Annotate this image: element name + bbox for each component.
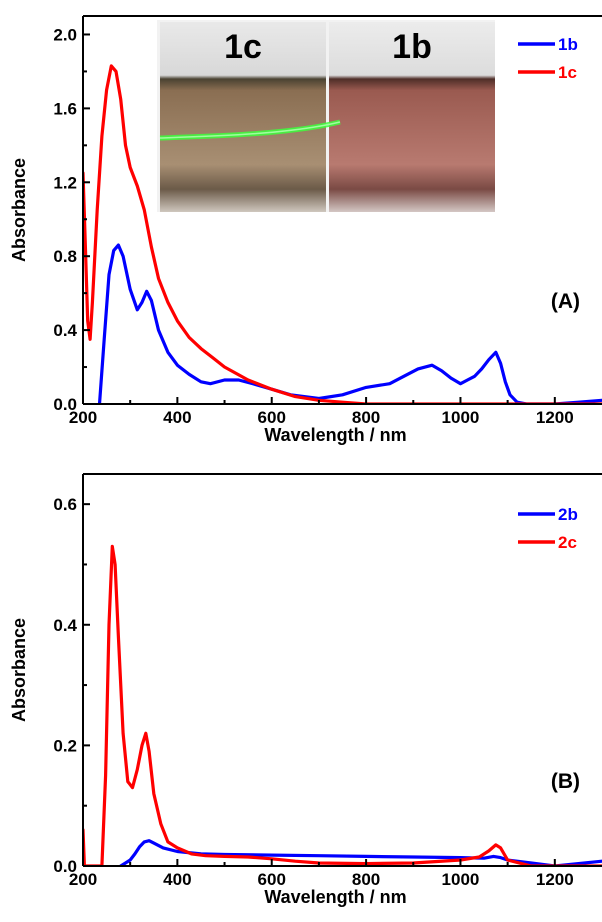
series-line-1b — [97, 243, 602, 404]
y-tick-label: 0.2 — [53, 736, 77, 755]
y-tick-label: 2.0 — [53, 25, 77, 44]
x-tick-label: 1200 — [536, 408, 574, 427]
y-tick-label: 0.6 — [53, 495, 77, 514]
series-line-1c — [83, 64, 602, 404]
x-axis-label: Wavelength / nm — [264, 887, 406, 907]
y-tick-label: 0.8 — [53, 247, 77, 266]
x-axis-label: Wavelength / nm — [264, 425, 406, 445]
y-axis-label: Absorbance — [9, 158, 29, 262]
x-tick-label: 600 — [258, 870, 286, 889]
x-tick-label: 600 — [258, 408, 286, 427]
x-tick-label: 1200 — [536, 870, 574, 889]
vial-1b — [329, 22, 495, 212]
y-tick-label: 1.2 — [53, 173, 77, 192]
panel-label: (A) — [551, 290, 580, 313]
x-tick-label: 200 — [69, 870, 97, 889]
vial-label-1b: 1b — [392, 28, 432, 66]
x-tick-label: 400 — [163, 408, 191, 427]
y-tick-label: 0.4 — [53, 321, 77, 340]
y-tick-label: 0.4 — [53, 616, 77, 635]
y-axis-label: Absorbance — [9, 618, 29, 722]
legend-label-1c: 1c — [558, 63, 577, 82]
y-tick-label: 0.0 — [53, 857, 77, 876]
y-tick-label: 1.6 — [53, 99, 77, 118]
vial-label-1c: 1c — [224, 28, 262, 66]
series-line-2c — [83, 544, 602, 866]
x-tick-label: 1000 — [442, 408, 480, 427]
panel-label: (B) — [551, 770, 580, 793]
x-tick-label: 1000 — [442, 870, 480, 889]
inset-photo: 1c 1b — [157, 20, 495, 212]
x-tick-label: 400 — [163, 870, 191, 889]
legend-label-2b: 2b — [558, 505, 578, 524]
x-tick-label: 800 — [352, 408, 380, 427]
x-tick-label: 200 — [69, 408, 97, 427]
x-tick-label: 800 — [352, 870, 380, 889]
panel-a: 200 400 600 800 1000 1200 0.0 0.4 0.8 1.2 1.6 2.0 Wa… — [9, 15, 602, 445]
panel-b: 200 400 600 800 1000 1200 0.0 0.2 0.4 0.6 Waveleng… — [9, 473, 602, 907]
y-tick-label: 0.0 — [53, 395, 77, 414]
vial-1c — [160, 22, 326, 212]
legend-label-1b: 1b — [558, 35, 578, 54]
legend-label-2c: 2c — [558, 533, 577, 552]
